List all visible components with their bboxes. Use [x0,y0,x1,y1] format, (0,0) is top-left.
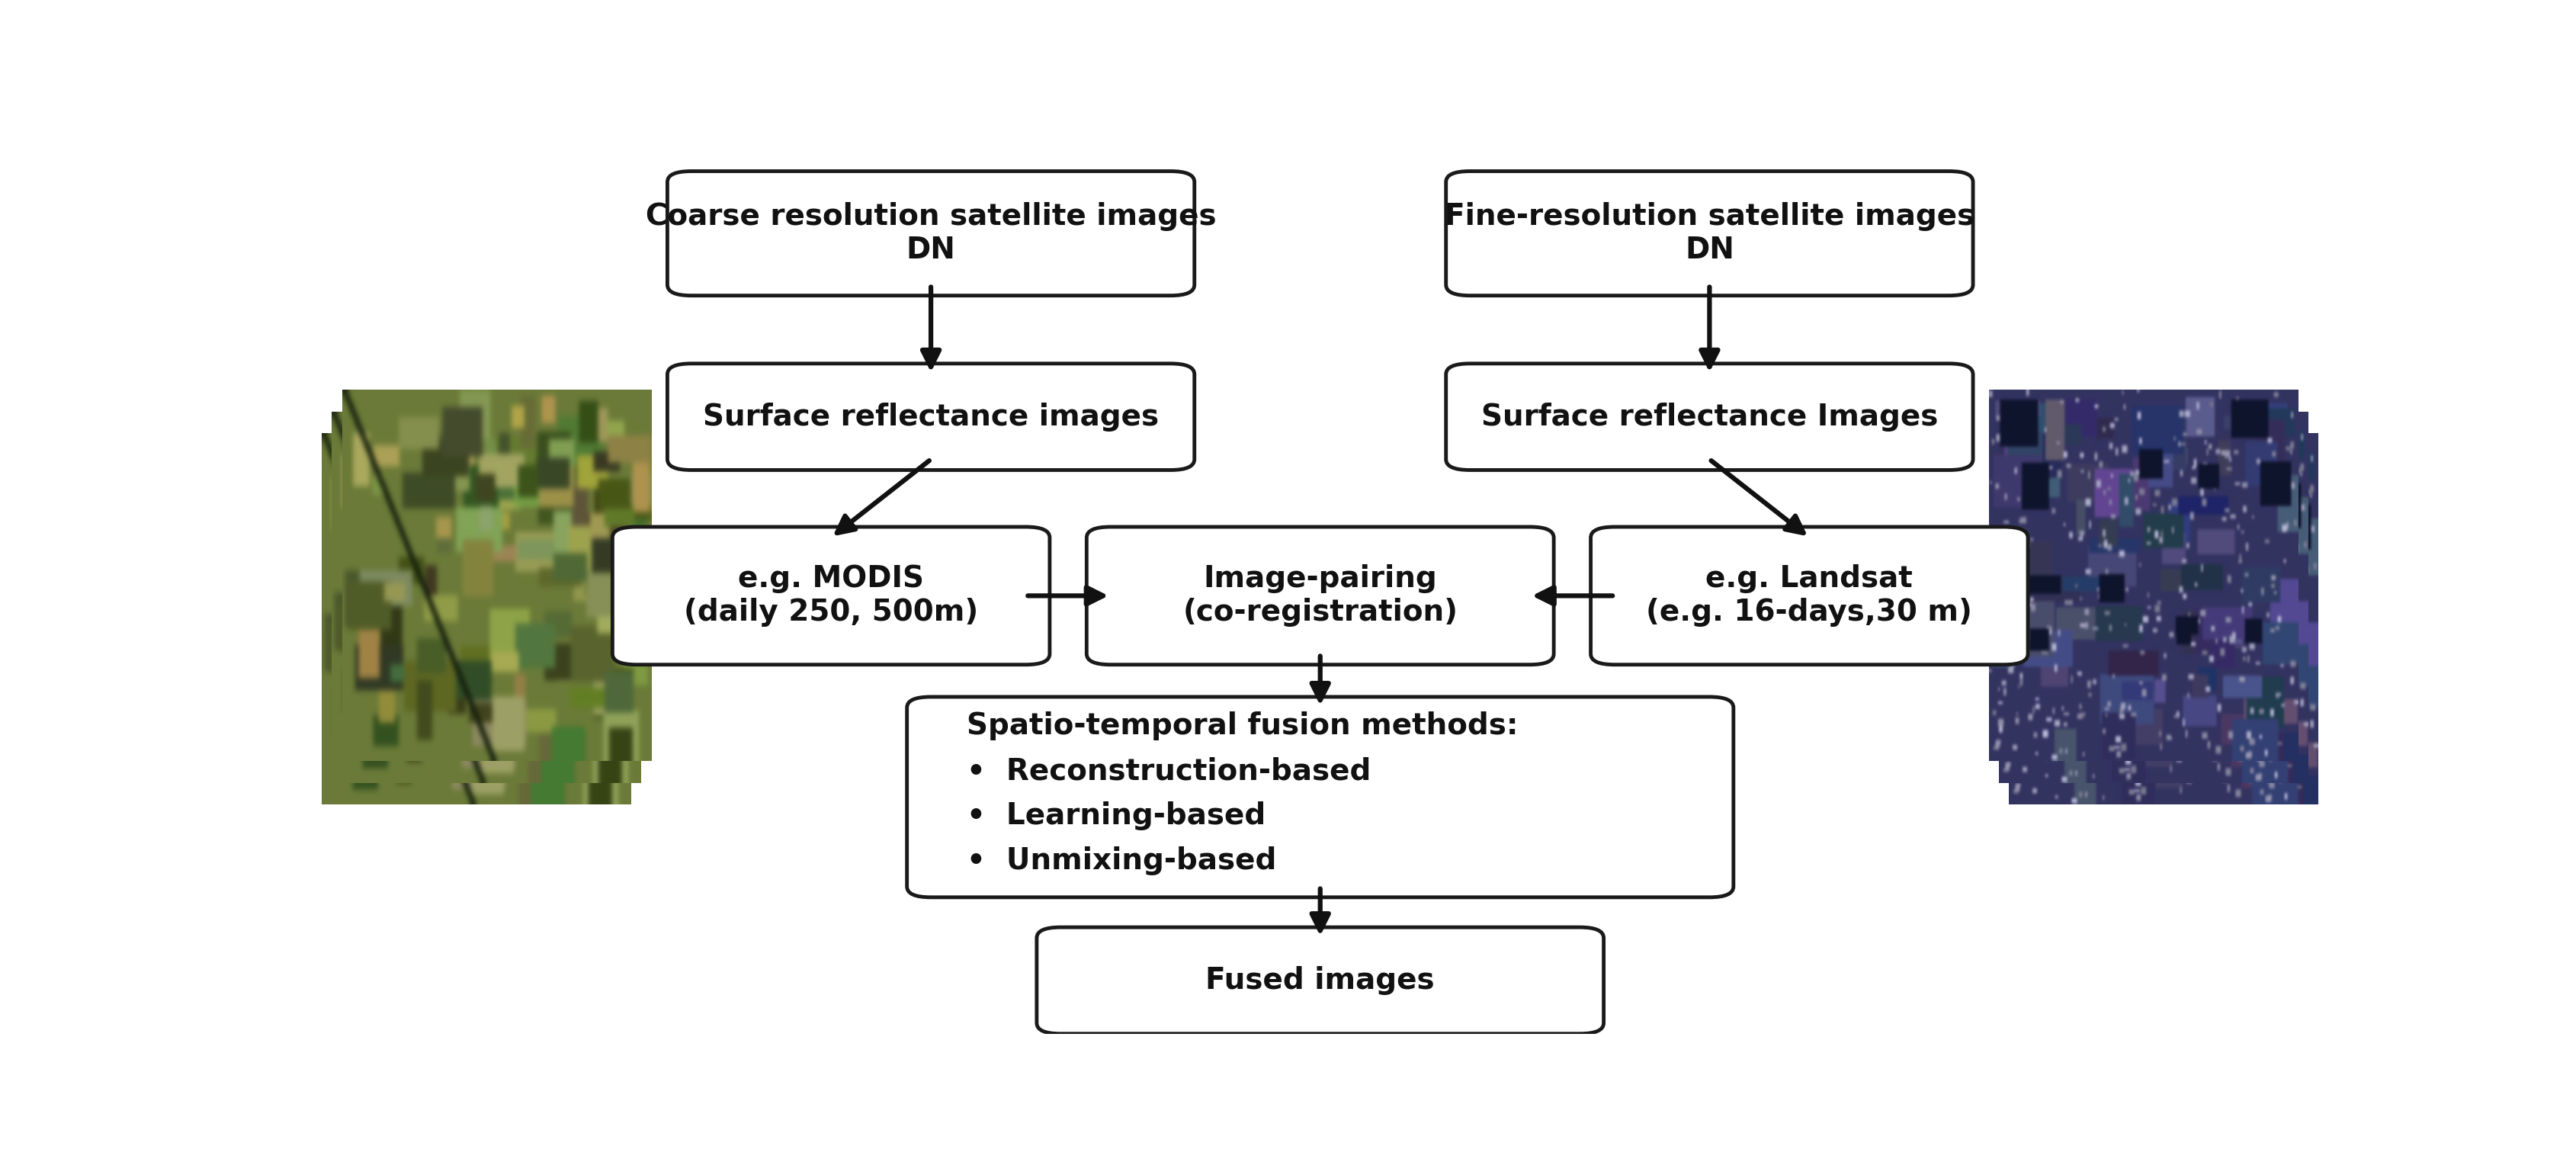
FancyBboxPatch shape [613,526,1048,665]
FancyBboxPatch shape [1592,526,2027,665]
FancyBboxPatch shape [1087,526,1553,665]
FancyBboxPatch shape [1445,364,1973,471]
Text: Coarse resolution satellite images
DN: Coarse resolution satellite images DN [647,202,1216,265]
Text: Fine-resolution satellite images
DN: Fine-resolution satellite images DN [1445,202,1976,265]
Text: Fused images: Fused images [1206,966,1435,995]
Text: Surface reflectance Images: Surface reflectance Images [1481,402,1937,431]
Text: Image-pairing
(co-registration): Image-pairing (co-registration) [1182,565,1458,627]
FancyBboxPatch shape [1036,927,1605,1034]
FancyBboxPatch shape [667,364,1195,471]
FancyBboxPatch shape [1445,171,1973,295]
Text: Surface reflectance images: Surface reflectance images [703,402,1159,431]
Text: e.g. MODIS
(daily 250, 500m): e.g. MODIS (daily 250, 500m) [683,565,979,627]
FancyBboxPatch shape [907,697,1734,897]
Text: e.g. Landsat
(e.g. 16-days,30 m): e.g. Landsat (e.g. 16-days,30 m) [1646,565,1973,627]
Text: Spatio-temporal fusion methods:
•  Reconstruction-based
•  Learning-based
•  Unm: Spatio-temporal fusion methods: • Recons… [966,711,1517,875]
FancyBboxPatch shape [667,171,1195,295]
